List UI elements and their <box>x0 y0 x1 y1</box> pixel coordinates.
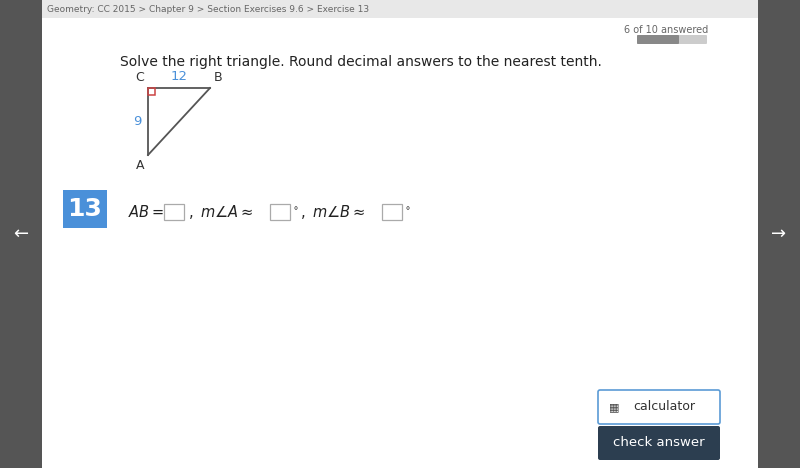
Text: 13: 13 <box>67 197 102 221</box>
Text: check answer: check answer <box>613 437 705 449</box>
Bar <box>382 204 402 220</box>
Text: Solve the right triangle. Round decimal answers to the nearest tenth.: Solve the right triangle. Round decimal … <box>120 55 602 69</box>
Text: C: C <box>135 71 144 84</box>
Bar <box>0 0 42 468</box>
Text: $AB=$: $AB=$ <box>128 204 164 220</box>
Text: ▦: ▦ <box>609 402 619 412</box>
Text: 6 of 10 answered: 6 of 10 answered <box>624 25 708 35</box>
Text: $,\ m\angle B \approx$: $,\ m\angle B \approx$ <box>300 203 365 221</box>
Circle shape <box>763 218 795 250</box>
FancyBboxPatch shape <box>598 390 720 424</box>
Text: ${}^{\circ}$: ${}^{\circ}$ <box>292 205 298 219</box>
Text: →: → <box>771 225 786 243</box>
Text: 9: 9 <box>133 115 141 128</box>
Bar <box>270 204 290 220</box>
FancyBboxPatch shape <box>637 35 679 44</box>
Bar <box>42 0 758 18</box>
Bar <box>758 0 800 468</box>
FancyBboxPatch shape <box>598 426 720 460</box>
Bar <box>148 88 155 95</box>
Text: ←: ← <box>14 225 29 243</box>
Text: B: B <box>214 71 222 84</box>
Bar <box>42 0 758 468</box>
Text: A: A <box>135 159 144 172</box>
Text: $,\ m\angle A \approx$: $,\ m\angle A \approx$ <box>188 203 253 221</box>
Text: Geometry: CC 2015 > Chapter 9 > Section Exercises 9.6 > Exercise 13: Geometry: CC 2015 > Chapter 9 > Section … <box>47 6 369 15</box>
Text: calculator: calculator <box>633 401 695 414</box>
Text: 12: 12 <box>170 70 187 83</box>
Circle shape <box>5 218 37 250</box>
FancyBboxPatch shape <box>637 35 707 44</box>
Bar <box>63 190 107 228</box>
Text: ${}^{\circ}$: ${}^{\circ}$ <box>404 205 410 219</box>
Bar <box>164 204 184 220</box>
